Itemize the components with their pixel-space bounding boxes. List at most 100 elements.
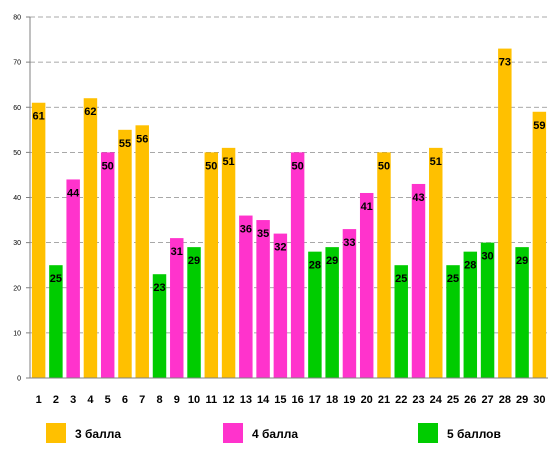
data-label: 59: [533, 120, 545, 132]
bar: [359, 192, 374, 378]
data-label: 51: [430, 156, 442, 168]
bars: [31, 48, 547, 379]
x-tick-label: 7: [139, 394, 145, 406]
legend-swatch: [46, 423, 66, 443]
data-label: 41: [361, 201, 373, 213]
data-label: 61: [33, 111, 45, 123]
data-label: 29: [326, 255, 338, 267]
x-tick-label: 3: [70, 394, 76, 406]
x-tick-label: 10: [188, 394, 200, 406]
y-tick-label: 40: [13, 195, 21, 202]
data-label: 29: [516, 255, 528, 267]
legend: 3 балла 4 балла 5 баллов: [46, 423, 501, 443]
y-tick-label: 60: [13, 105, 21, 112]
y-tick-label: 10: [13, 330, 21, 337]
y-tick-label: 80: [13, 15, 21, 22]
bar: [170, 238, 184, 378]
bar: [325, 247, 339, 378]
axes: [29, 17, 548, 379]
x-tick-label: 2: [53, 394, 59, 406]
bar: [377, 152, 391, 378]
x-tick-label: 28: [499, 394, 511, 406]
bar: [31, 102, 46, 379]
x-tick-label: 17: [309, 394, 321, 406]
legend-swatch: [223, 423, 243, 443]
data-label: 56: [136, 133, 148, 145]
x-axis-ticks: 1 2 3 4 5 6 7 8 9 10 11 12 13 14 15 16 17 18 19 20 21 22 23 24 2…: [36, 394, 546, 406]
bar: [394, 265, 408, 378]
data-label: 33: [343, 237, 355, 249]
data-label: 25: [50, 273, 62, 285]
bar: [463, 251, 478, 378]
x-tick-label: 23: [412, 394, 424, 406]
data-label: 43: [412, 192, 424, 204]
bar: [273, 233, 288, 378]
x-tick-label: 25: [447, 394, 459, 406]
data-labels: 61 25 44 62 50 55 56 23 31 29 50 51 36 35 32 50 28 29 33 41…: [33, 57, 546, 295]
x-tick-label: 11: [205, 394, 217, 406]
bar: [532, 111, 547, 378]
y-tick-label: 30: [13, 240, 21, 247]
x-tick-label: 5: [105, 394, 111, 406]
bar: [221, 147, 236, 378]
y-tick-label: 20: [13, 285, 21, 292]
data-label: 62: [84, 106, 96, 118]
y-axis-ticks: 0 10 20 30 40 50 60 70 80: [13, 15, 30, 383]
bar: [290, 152, 305, 378]
x-tick-label: 8: [156, 394, 162, 406]
bar: [239, 215, 253, 378]
bar: [480, 242, 495, 378]
data-label: 29: [188, 255, 200, 267]
bar: [256, 220, 270, 378]
data-label: 31: [171, 246, 183, 258]
x-tick-label: 9: [174, 394, 180, 406]
data-label: 44: [67, 187, 80, 199]
bar: [49, 265, 63, 378]
bar: [515, 247, 529, 378]
x-tick-label: 1: [36, 394, 42, 406]
data-label: 73: [499, 57, 511, 69]
x-tick-label: 27: [481, 394, 493, 406]
bar: [342, 229, 357, 378]
bar: [429, 147, 443, 378]
data-label: 23: [153, 282, 165, 294]
legend-swatch: [418, 423, 438, 443]
bar: [83, 98, 98, 378]
data-label: 50: [378, 160, 390, 172]
bar: [118, 129, 132, 378]
x-tick-label: 26: [464, 394, 476, 406]
x-tick-label: 14: [257, 394, 270, 406]
data-label: 35: [257, 228, 269, 240]
data-label: 50: [292, 160, 304, 172]
gridlines: [30, 16, 548, 334]
x-tick-label: 16: [292, 394, 304, 406]
data-label: 25: [447, 273, 459, 285]
bar: [152, 274, 167, 378]
x-tick-label: 22: [395, 394, 407, 406]
bar: [187, 247, 201, 378]
data-label: 55: [119, 138, 131, 150]
data-label: 28: [309, 260, 321, 272]
bar: [204, 152, 219, 378]
y-tick-label: 0: [17, 376, 21, 383]
bar: [308, 251, 322, 378]
bar: [100, 152, 115, 378]
data-label: 50: [102, 160, 114, 172]
data-label: 25: [395, 273, 407, 285]
x-tick-label: 30: [533, 394, 545, 406]
data-label: 51: [222, 156, 234, 168]
y-tick-label: 70: [13, 60, 21, 67]
x-tick-label: 12: [222, 394, 234, 406]
legend-label: 4 балла: [252, 427, 298, 441]
x-tick-label: 29: [516, 394, 528, 406]
x-tick-label: 15: [274, 394, 286, 406]
x-tick-label: 18: [326, 394, 338, 406]
data-label: 32: [274, 242, 286, 254]
bar: [135, 125, 149, 378]
data-label: 50: [205, 160, 217, 172]
y-tick-label: 50: [13, 150, 21, 157]
x-tick-label: 20: [361, 394, 373, 406]
bar: [446, 265, 460, 378]
bar: [498, 48, 512, 379]
